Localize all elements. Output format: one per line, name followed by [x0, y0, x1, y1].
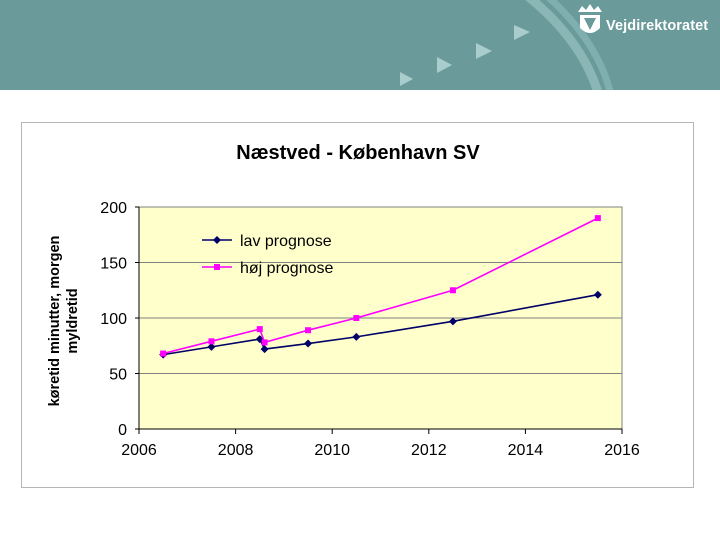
- y-tick-label: 200: [100, 200, 127, 217]
- y-tick-label: 50: [109, 367, 127, 384]
- data-point: [261, 339, 268, 346]
- data-point: [208, 338, 215, 345]
- y-tick-label: 100: [100, 311, 127, 328]
- arrow-icon: [514, 25, 530, 40]
- data-point: [594, 215, 601, 222]
- y-axis-label-line: myldretid: [65, 288, 81, 353]
- decorative-arc: [546, 0, 614, 90]
- arrow-icon: [437, 57, 452, 73]
- y-tick-label: 0: [118, 422, 127, 439]
- series-line: [162, 217, 599, 355]
- legend: lav prognose høj prognose: [202, 233, 333, 277]
- y-axis-label: køretid minutter, morgen myldretid: [47, 236, 81, 407]
- y-axis-label-line: køretid minutter, morgen: [47, 236, 63, 407]
- decorative-arc: [525, 0, 602, 90]
- data-point: [260, 345, 269, 354]
- series-line: [163, 293, 598, 356]
- decorative-arrows: [400, 0, 614, 90]
- crown-shield-logo-icon: [578, 4, 602, 33]
- data-point: [448, 317, 457, 326]
- x-tick-label: 2016: [604, 442, 640, 459]
- chart-container: Næstved - København SV køretid minutter,…: [21, 122, 694, 488]
- brand-name: Vejdirektoratet: [606, 18, 709, 34]
- x-tick-label: 2006: [121, 442, 157, 459]
- line-chart: Næstved - København SV køretid minutter,…: [47, 142, 640, 459]
- chart-title: Næstved - København SV: [236, 142, 480, 164]
- legend-label: lav prognose: [240, 233, 332, 250]
- x-tick-label: 2010: [314, 442, 350, 459]
- legend-marker: [213, 236, 221, 244]
- header-banner: Vejdirektoratet: [0, 0, 720, 90]
- x-tick-label: 2014: [508, 442, 544, 459]
- legend-label: høj prognose: [240, 260, 333, 277]
- data-point: [207, 342, 216, 351]
- data-point: [353, 315, 360, 321]
- data-point: [256, 326, 263, 333]
- data-point: [352, 332, 361, 341]
- arrow-icon: [476, 43, 492, 59]
- data-point: [160, 350, 167, 357]
- data-point: [305, 327, 312, 334]
- x-tick-label: 2008: [218, 442, 254, 459]
- arrow-icon: [400, 72, 413, 86]
- data-point: [449, 287, 456, 294]
- y-tick-label: 150: [100, 256, 127, 273]
- data-point: [593, 290, 602, 299]
- legend-marker: [214, 264, 220, 270]
- x-tick-label: 2012: [411, 442, 447, 459]
- data-point: [304, 339, 313, 348]
